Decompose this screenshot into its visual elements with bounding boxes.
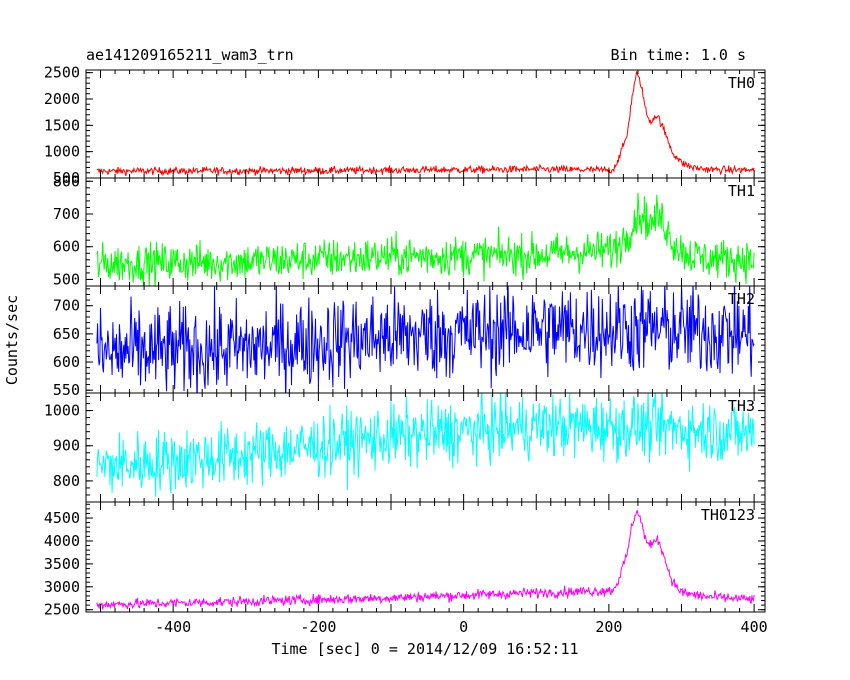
panel-frame bbox=[85, 177, 766, 287]
x-tick-label: -200 bbox=[300, 618, 336, 636]
y-tick-label: 650 bbox=[53, 325, 80, 343]
y-tick-label: 900 bbox=[53, 437, 80, 455]
y-tick-label: 2500 bbox=[44, 601, 80, 619]
y-tick-label: 550 bbox=[53, 381, 80, 399]
series-line-th1 bbox=[96, 192, 755, 286]
y-tick-label: 700 bbox=[53, 297, 80, 315]
x-tick-label: 0 bbox=[459, 618, 468, 636]
panels-group: 500 1000 1500 2000 2500 TH0 500 600 700 800 TH1 550… bbox=[44, 64, 766, 619]
series-line-th0123 bbox=[96, 509, 755, 610]
panel-label-th3: TH3 bbox=[728, 397, 755, 415]
series-line-th3 bbox=[96, 393, 755, 497]
panel-label-th0123: TH0123 bbox=[701, 506, 755, 524]
y-tick-label: 500 bbox=[53, 270, 80, 288]
chart-title: ae141209165211_wam3_trn bbox=[86, 46, 294, 64]
y-tick-label: 2500 bbox=[44, 64, 80, 82]
x-tick-label: -400 bbox=[155, 618, 191, 636]
bin-time-label: Bin time: 1.0 s bbox=[611, 46, 746, 64]
panel-label-th1: TH1 bbox=[728, 182, 755, 200]
y-tick-label: 1500 bbox=[44, 116, 80, 134]
y-tick-label: 1000 bbox=[44, 143, 80, 161]
series-line-th2 bbox=[96, 286, 755, 393]
panel-label-th0: TH0 bbox=[728, 74, 755, 92]
x-tick-label: 200 bbox=[595, 618, 622, 636]
panel-th3: 800 900 1000 TH3 bbox=[44, 392, 766, 503]
x-axis-label: Time [sec] 0 = 2014/12/09 16:52:11 bbox=[271, 640, 578, 658]
y-tick-label: 4000 bbox=[44, 532, 80, 550]
y-tick-label: 800 bbox=[53, 172, 80, 190]
y-tick-label: 4500 bbox=[44, 509, 80, 527]
y-tick-label: 600 bbox=[53, 238, 80, 256]
x-axis: -400 -200 0 200 400 bbox=[100, 70, 768, 636]
panel-th2: 550 600 650 700 TH2 bbox=[53, 285, 766, 399]
y-tick-label: 800 bbox=[53, 472, 80, 490]
y-tick-label: 700 bbox=[53, 205, 80, 223]
y-tick-label: 500 bbox=[53, 169, 80, 187]
panel-th1: 500 600 700 800 TH1 bbox=[53, 172, 766, 288]
y-axis-label: Counts/sec bbox=[3, 295, 21, 385]
panel-th0123: 2500 3000 3500 4000 4500 TH0123 bbox=[44, 501, 766, 619]
series-line-th0 bbox=[96, 71, 755, 177]
y-tick-label: 3500 bbox=[44, 555, 80, 573]
y-tick-label: 2000 bbox=[44, 90, 80, 108]
y-tick-label: 600 bbox=[53, 353, 80, 371]
panel-th0: 500 1000 1500 2000 2500 TH0 bbox=[44, 64, 766, 187]
x-tick-label: 400 bbox=[741, 618, 768, 636]
y-tick-label: 1000 bbox=[44, 402, 80, 420]
panel-frame bbox=[85, 501, 766, 613]
panel-label-th2: TH2 bbox=[728, 290, 755, 308]
y-tick-label: 3000 bbox=[44, 578, 80, 596]
